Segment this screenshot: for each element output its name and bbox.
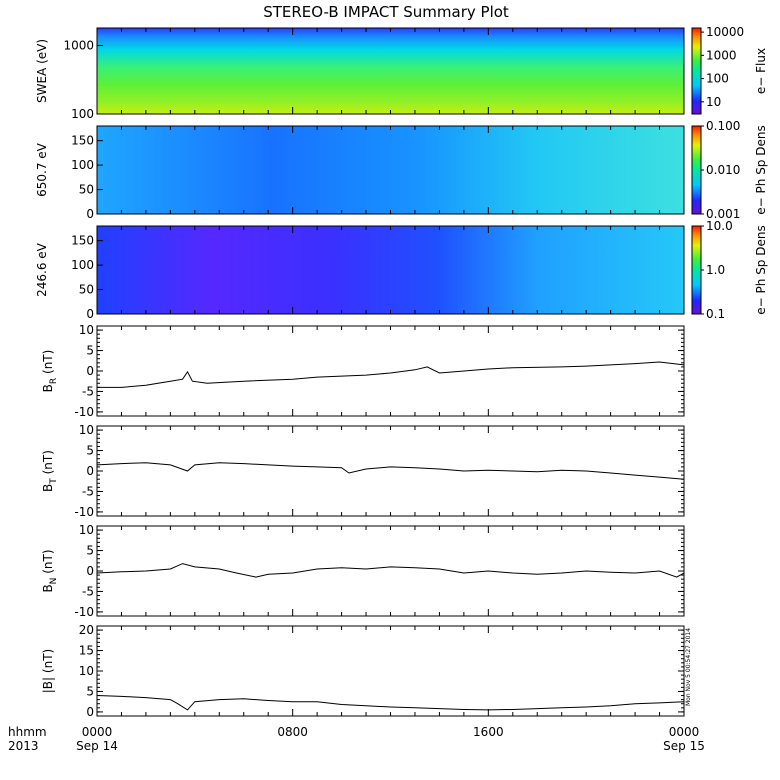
y-axis-label-subscript: N — [49, 578, 59, 585]
panel-border — [96, 425, 685, 517]
panel-3: -10 -5 0 5 10 BR (nT) — [41, 323, 685, 419]
colorbar-label: e− Ph Sp Dens — [754, 125, 768, 214]
y-axis-label-main: B — [41, 584, 55, 592]
time-tick-date: Sep 15 — [663, 739, 705, 753]
colorbar-label: e− Ph Sp Dens — [754, 225, 768, 314]
time-tick-hhmm: 0800 — [277, 725, 308, 739]
panel-4: -10 -5 0 5 10 BT (nT) — [41, 423, 685, 519]
time-axis-row2-label: 2013 — [8, 739, 39, 753]
series-line — [97, 462, 684, 480]
y-tick-label: 20 — [79, 623, 94, 637]
y-tick-label: 5 — [86, 544, 94, 558]
colorbar-tick-label: 10 — [706, 95, 721, 109]
panel-5: -10 -5 0 5 10 BN (nT) — [41, 523, 685, 619]
spectrogram — [97, 226, 684, 314]
y-tick-label: 1000 — [63, 38, 94, 52]
y-tick-label: 100 — [71, 107, 94, 121]
y-axis-label-unit: (nT) — [41, 649, 55, 673]
time-tick-date: Sep 14 — [76, 739, 118, 753]
y-tick-label: 10 — [79, 323, 94, 337]
colorbar — [691, 225, 702, 315]
y-tick-label: 15 — [79, 644, 94, 658]
y-tick-label: 10 — [79, 523, 94, 537]
y-tick-label: 50 — [79, 183, 94, 197]
plot-area — [97, 626, 684, 716]
y-tick-label: 0 — [86, 464, 94, 478]
y-tick-label: 100 — [71, 258, 94, 272]
panel-2: 10.0 1.0 0.1 e− Ph Sp Dens 246.6 eV 0 50 100 150 — [35, 219, 768, 321]
y-tick-label: 0 — [86, 705, 94, 719]
time-tick-hhmm: 0000 — [82, 725, 113, 739]
colorbar-tick-label: 1000 — [706, 48, 737, 62]
time-tick-hhmm: 0000 — [669, 725, 700, 739]
y-tick-label: 0 — [86, 364, 94, 378]
y-tick-label: -5 — [82, 484, 94, 498]
y-tick-label: 0 — [86, 564, 94, 578]
plot-area — [97, 426, 684, 516]
y-tick-label: 150 — [71, 234, 94, 248]
colorbar-tick-label: 0.100 — [706, 119, 740, 133]
spectrogram — [97, 126, 684, 214]
y-tick-label: 10 — [79, 423, 94, 437]
series-line — [97, 563, 684, 578]
y-axis-label-main: B — [41, 484, 55, 492]
y-tick-label: -5 — [82, 584, 94, 598]
timestamp-stamp: Mon Nov 5 00:54:27 2014 — [685, 628, 692, 706]
y-tick-label: 0 — [86, 207, 94, 221]
y-axis-label: |B| (nT) — [41, 649, 55, 693]
time-axis-row1-label: hhmm — [8, 725, 47, 739]
colorbar-tick-label: 1.0 — [706, 263, 725, 277]
y-tick-label: 50 — [79, 283, 94, 297]
y-axis-label: BN (nT) — [41, 549, 59, 592]
panel-0: 10000 1000 100 10 e− Flux SWEA (eV) 100 1000 — [35, 25, 768, 121]
panel-6: 0 5 10 15 20 |B| (nT) — [41, 623, 685, 719]
series-line — [97, 361, 684, 388]
y-axis-label: BT (nT) — [41, 450, 59, 492]
y-tick-label: -10 — [74, 505, 94, 519]
y-axis-label: SWEA (eV) — [35, 39, 49, 103]
y-axis-label-main: B — [41, 384, 55, 392]
y-tick-label: 10 — [79, 664, 94, 678]
panel-border — [96, 625, 685, 717]
panel-border — [96, 325, 685, 417]
panel-border — [96, 125, 685, 215]
panel-1: 0.100 0.010 0.001 e− Ph Sp Dens 650.7 eV 0 50 1… — [35, 119, 768, 221]
y-axis-label: BR (nT) — [41, 350, 59, 393]
panel-border — [96, 525, 685, 617]
panel-border — [96, 27, 685, 115]
y-tick-label: 5 — [86, 684, 94, 698]
colorbar-tick-label: 10000 — [706, 25, 744, 39]
y-tick-label: -5 — [82, 384, 94, 398]
colorbar-label: e− Flux — [754, 48, 768, 94]
y-axis-label: 650.7 eV — [35, 142, 49, 197]
y-tick-label: 0 — [86, 307, 94, 321]
panel-border — [96, 225, 685, 315]
y-axis-label-subscript: T — [49, 478, 59, 485]
y-axis-label-subscript: R — [49, 378, 59, 384]
colorbar-tick-label: 100 — [706, 72, 729, 86]
spectrogram — [97, 28, 684, 114]
y-axis-label-unit: (nT) — [41, 549, 55, 573]
colorbar-tick-label: 0.001 — [706, 207, 740, 221]
colorbar — [691, 125, 702, 215]
colorbar-tick-label: 10.0 — [706, 219, 733, 233]
y-axis-label-unit: (nT) — [41, 450, 55, 474]
plot-area — [97, 326, 684, 416]
colorbar-tick-label: 0.010 — [706, 163, 740, 177]
y-tick-label: 150 — [71, 134, 94, 148]
y-tick-label: 5 — [86, 344, 94, 358]
y-tick-label: -10 — [74, 405, 94, 419]
colorbar-tick-label: 0.1 — [706, 307, 725, 321]
series-line — [97, 695, 684, 711]
y-tick-label: 100 — [71, 158, 94, 172]
y-axis-label-unit: (nT) — [41, 350, 55, 374]
figure-title: STEREO-B IMPACT Summary Plot — [263, 3, 509, 21]
y-tick-label: -10 — [74, 605, 94, 619]
y-axis-label: 246.6 eV — [35, 242, 49, 297]
y-axis-label-main: |B| — [41, 677, 55, 693]
colorbar — [691, 27, 702, 115]
time-tick-hhmm: 1600 — [473, 725, 504, 739]
y-tick-label: 5 — [86, 444, 94, 458]
